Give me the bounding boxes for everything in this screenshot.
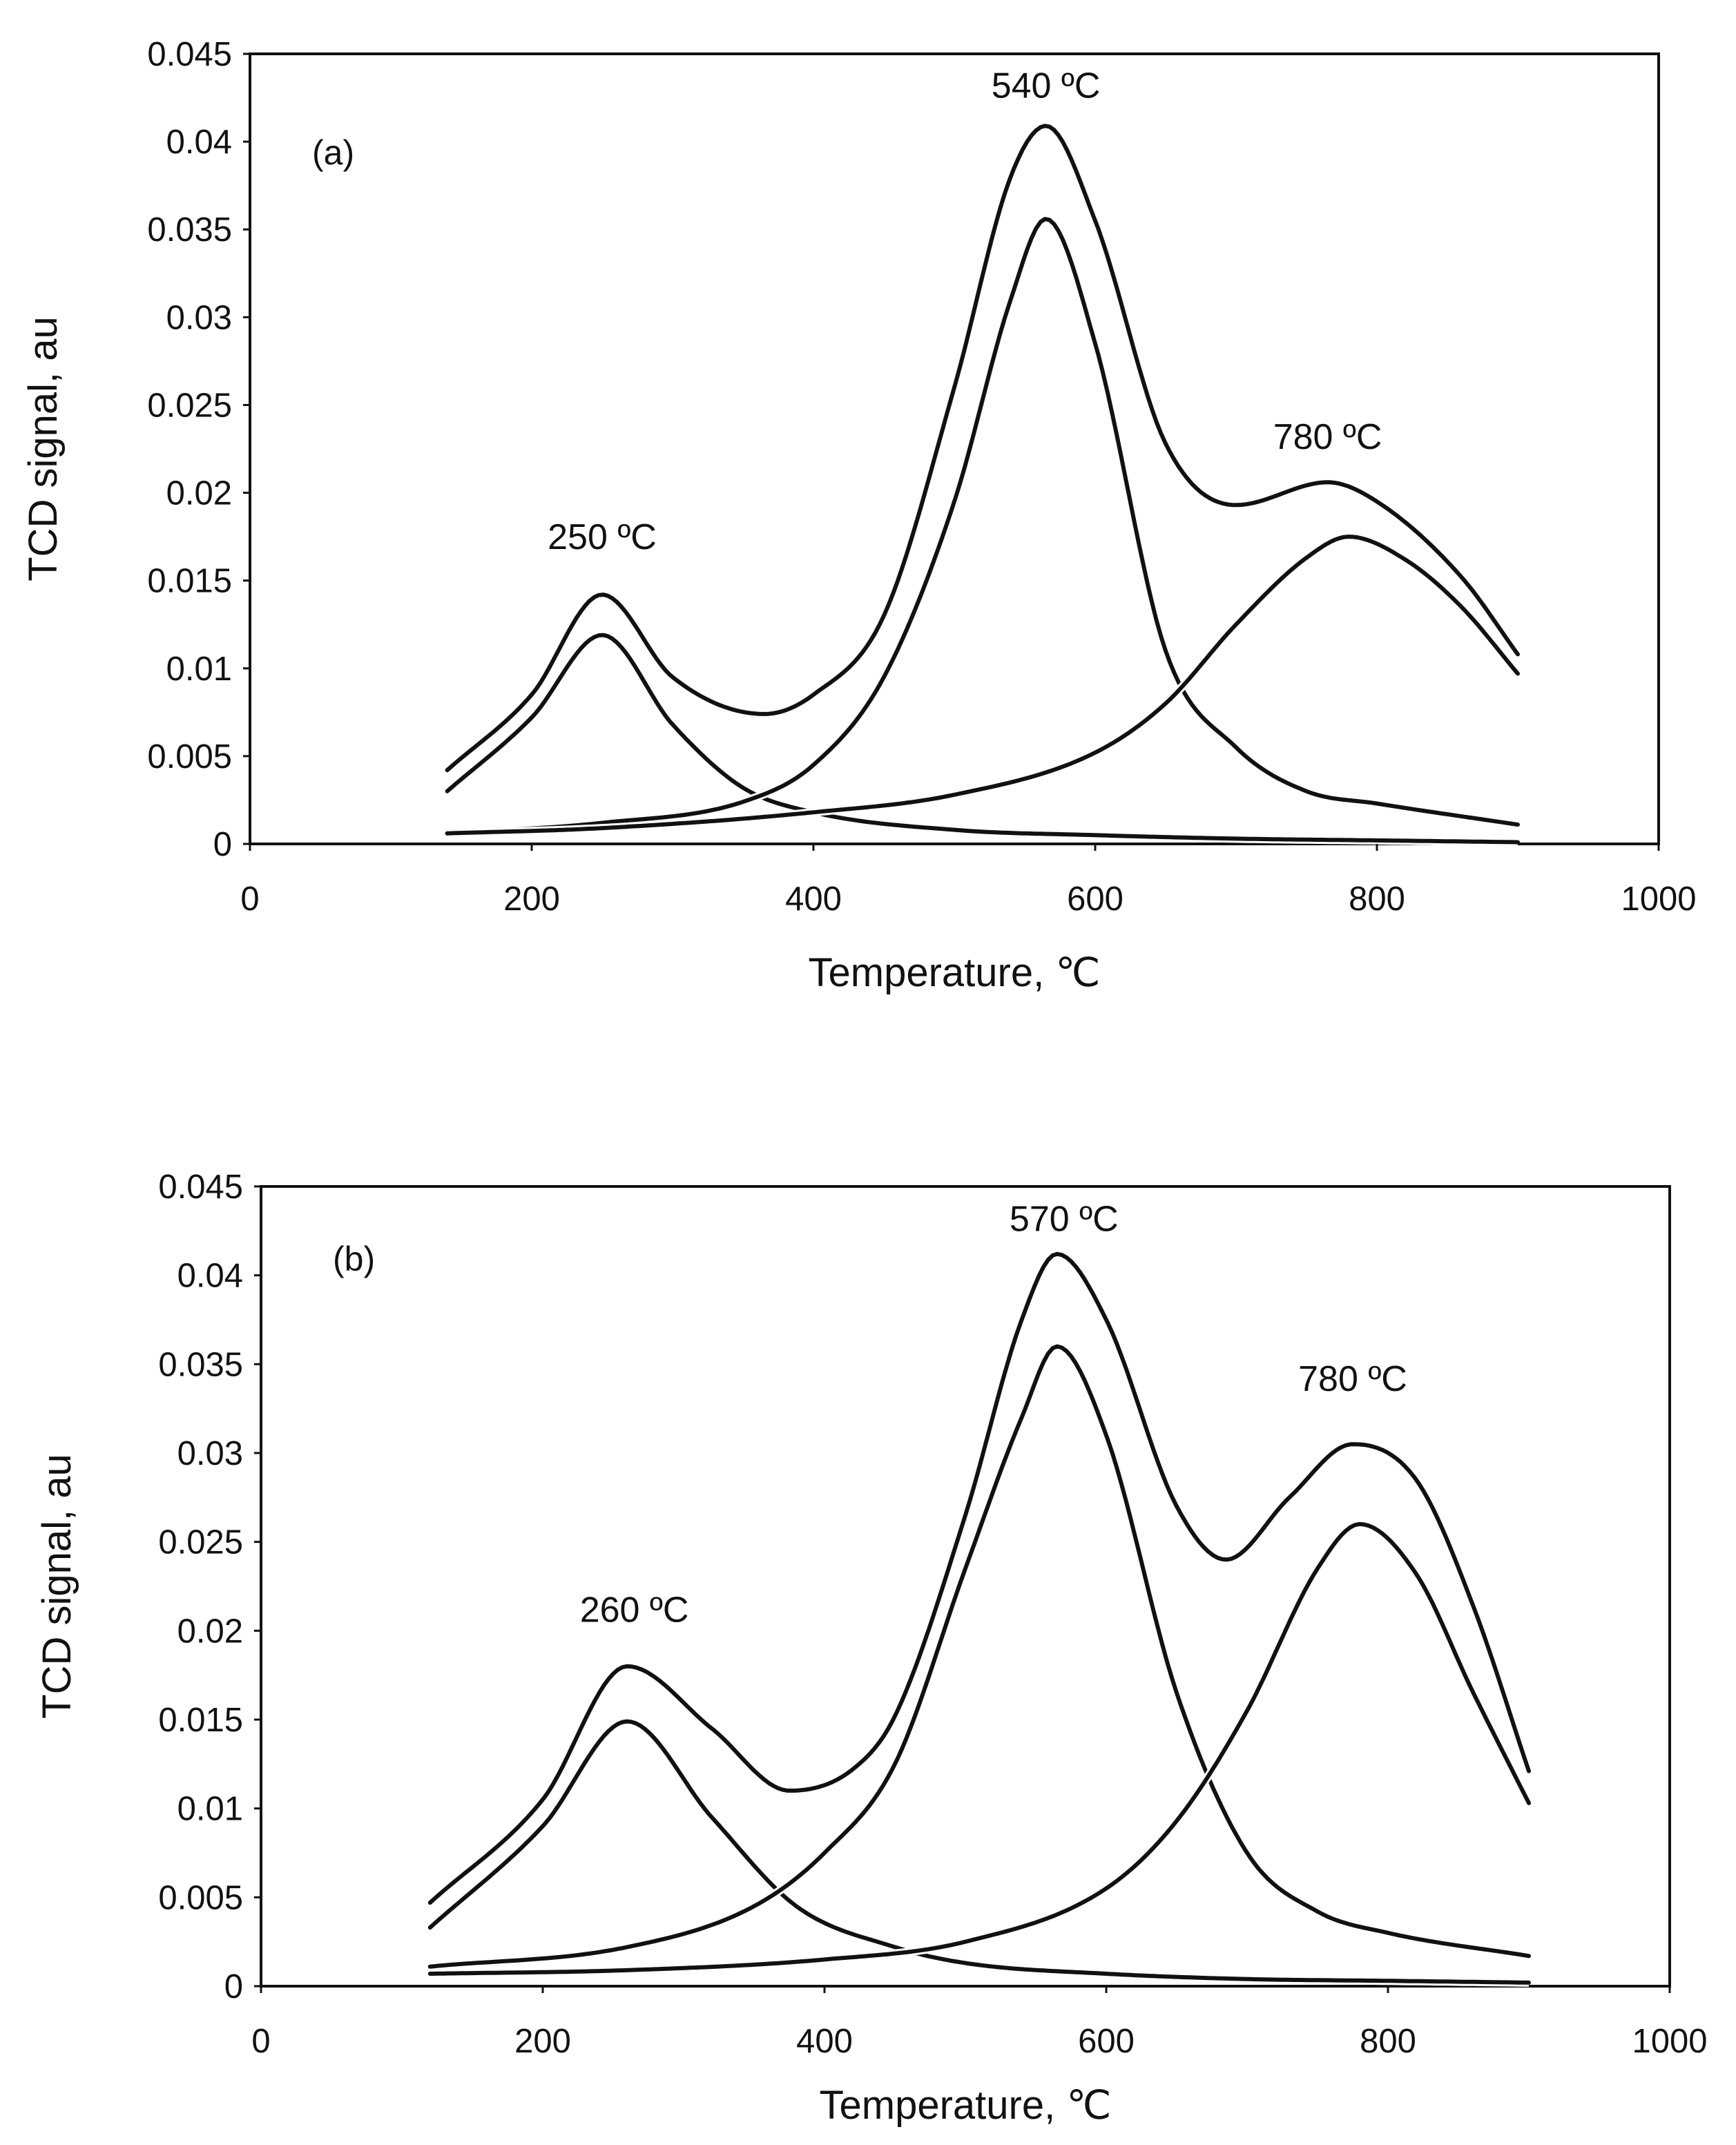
y-tick-label: 0.005	[158, 1879, 243, 1916]
y-tick-label: 0.02	[177, 1613, 243, 1650]
peak-labels: 250 ºC 540 ºC 780 ºC	[548, 66, 1382, 557]
y-tick-label: 0	[213, 826, 232, 863]
peak-label: 540 ºC	[992, 66, 1101, 106]
series-halo-peak-2	[430, 1342, 1530, 1971]
plot-area-frame	[260, 1185, 1671, 1988]
y-tick-label: 0.01	[166, 651, 232, 688]
y-tick-label: 0.015	[147, 563, 232, 600]
y-tick-label: 0.03	[177, 1435, 243, 1472]
y-tick-label: 0.03	[166, 299, 232, 336]
y-tick-label: 0.025	[147, 387, 232, 424]
y-tick-label: 0.04	[177, 1258, 243, 1295]
y-axis-title: TCD signal, au	[21, 316, 66, 581]
peak-label: 570 ºC	[1010, 1199, 1119, 1239]
x-tick-label: 600	[1067, 881, 1123, 918]
series-line-peak-2	[427, 1344, 1531, 1969]
y-tick-label: 0.005	[147, 738, 232, 776]
series-line-peak-1	[427, 1719, 1531, 1985]
series-line-peak-3	[427, 1521, 1531, 1976]
x-tick-label: 400	[796, 2023, 853, 2060]
x-tick-label: 1000	[1632, 2023, 1707, 2060]
y-tick-label: 0.015	[158, 1702, 243, 1739]
x-axis-title: Temperature, ℃	[809, 950, 1101, 995]
peak-label: 250 ºC	[548, 517, 657, 557]
y-tick-label: 0.04	[166, 124, 232, 161]
peak-label: 780 ºC	[1273, 417, 1382, 457]
x-tick-label: 0	[240, 881, 259, 918]
x-axis-title: Temperature, ℃	[820, 2083, 1112, 2128]
plot-area-frame	[249, 52, 1660, 845]
series-layer	[444, 122, 1521, 847]
y-tick-label: 0.045	[147, 36, 232, 73]
x-tick-label: 1000	[1621, 881, 1696, 918]
series-halo-envelope	[427, 1249, 1533, 1906]
peak-label: 260 ºC	[580, 1590, 689, 1630]
y-tick-label: 0.035	[147, 211, 232, 249]
x-tick-label: 0	[251, 2023, 270, 2060]
series-halo-peak-1	[444, 631, 1518, 847]
chart-panel-a: 0 0.005 0.01 0.015 0.02 0.025 0.03 0.035 0.04 0.0…	[21, 36, 1697, 995]
y-tick-label: 0.01	[177, 1791, 243, 1828]
y-tick-label: 0.045	[158, 1168, 243, 1206]
series-line-envelope	[445, 124, 1520, 773]
series-halo-peak-1	[427, 1717, 1530, 1987]
x-tick-label: 600	[1078, 2023, 1135, 2060]
peak-labels: 260 ºC 570 ºC 780 ºC	[580, 1199, 1407, 1630]
y-axis-title: TCD signal, au	[35, 1454, 79, 1719]
panel-label: (a)	[312, 133, 354, 172]
series-line-envelope	[427, 1251, 1531, 1905]
x-axis-ticks: 0 200 400 600 800 1000	[240, 844, 1697, 918]
chart-panel-b: 0 0.005 0.01 0.015 0.02 0.025 0.03 0.035 0.04 0.0…	[35, 1168, 1708, 2128]
y-tick-label: 0.02	[166, 475, 232, 512]
peak-label: 780 ºC	[1298, 1359, 1407, 1399]
x-tick-label: 800	[1349, 881, 1405, 918]
x-axis-ticks: 0 200 400 600 800 1000	[251, 1986, 1708, 2060]
y-tick-label: 0	[224, 1968, 243, 2005]
y-tick-label: 0.025	[158, 1524, 243, 1561]
y-axis-ticks: 0 0.005 0.01 0.015 0.02 0.025 0.03 0.035 0.04 0.0…	[158, 1168, 261, 2005]
x-tick-label: 200	[514, 2023, 571, 2060]
panel-label: (b)	[333, 1240, 375, 1278]
series-line-peak-2	[445, 217, 1520, 836]
series-line-peak-3	[445, 535, 1520, 836]
y-axis-ticks: 0 0.005 0.01 0.015 0.02 0.025 0.03 0.035 0.04 0.0…	[147, 36, 250, 863]
x-tick-label: 200	[503, 881, 560, 918]
x-tick-label: 800	[1360, 2023, 1416, 2060]
x-tick-label: 400	[785, 881, 842, 918]
series-layer	[427, 1249, 1533, 1987]
y-tick-label: 0.035	[158, 1346, 243, 1383]
series-line-peak-1	[445, 633, 1520, 845]
